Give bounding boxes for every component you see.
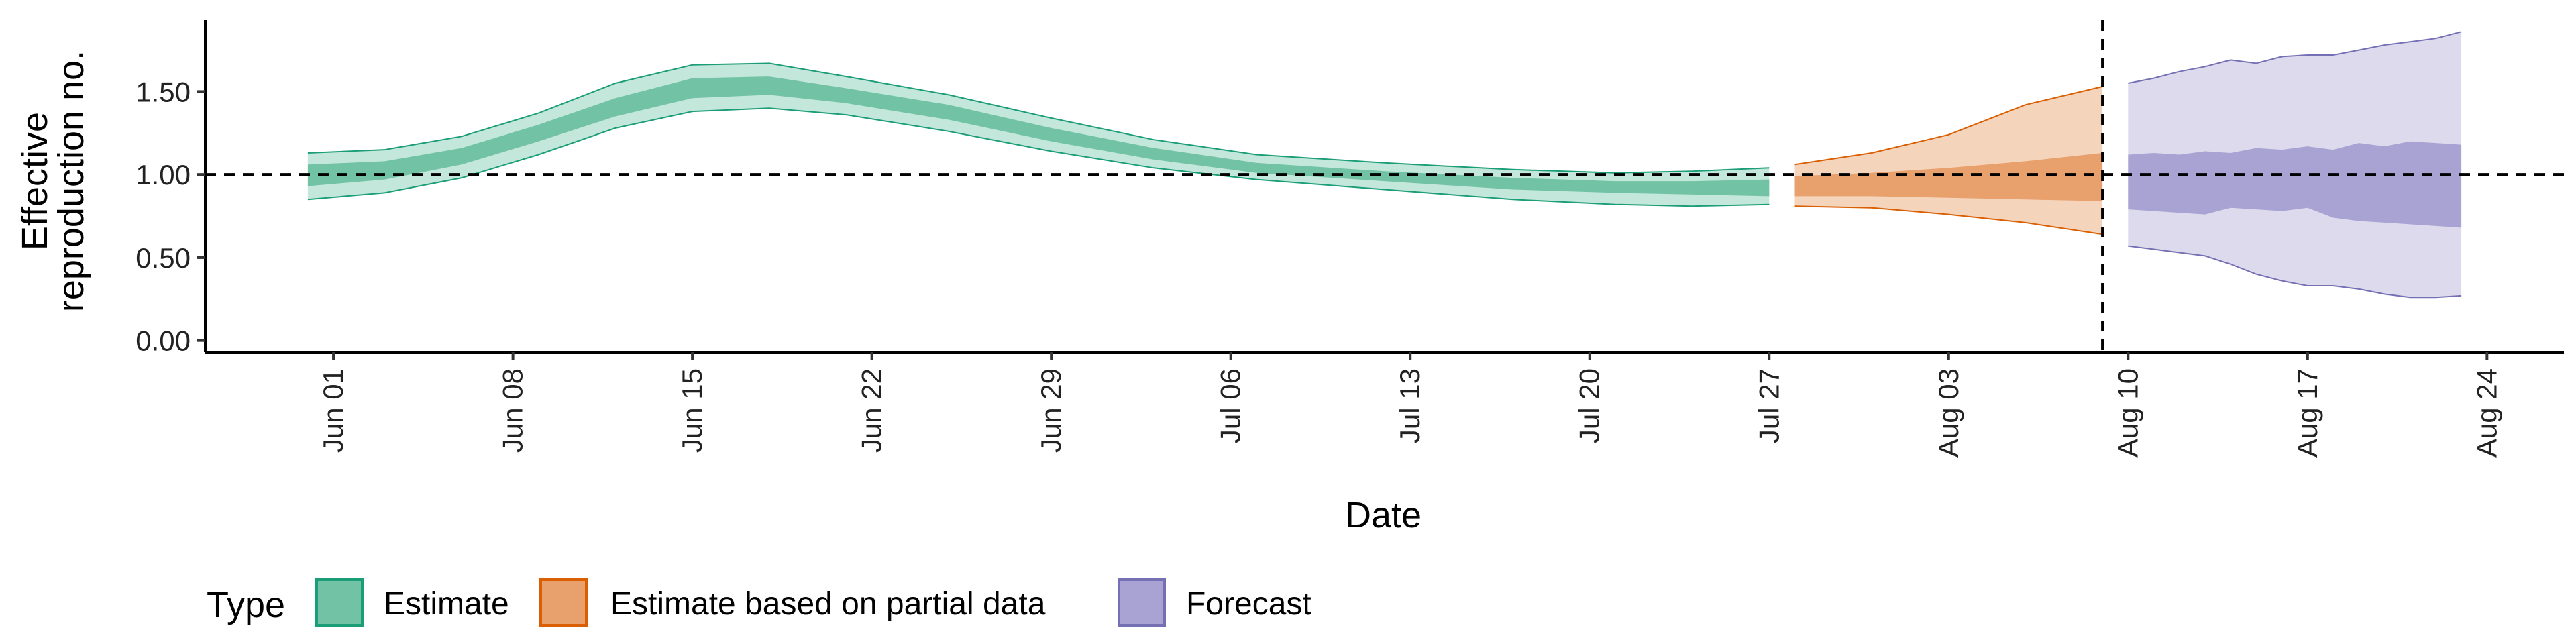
legend-key-forecast	[1118, 578, 1166, 627]
series-1-upper-edge	[1794, 86, 2103, 166]
legend-title: Type	[207, 585, 285, 625]
legend: Type Estimate Estimate based on partial …	[207, 578, 1311, 627]
axes	[197, 20, 2564, 360]
series-0-band-50	[307, 76, 1770, 197]
series-2-lower-edge	[2128, 245, 2462, 299]
y-axis-title-line-1: Effective	[15, 112, 55, 250]
x-tick-label: Jun 29	[1035, 368, 1067, 453]
x-tick-label: Jun 08	[497, 368, 529, 453]
x-tick-label: Jul 20	[1574, 368, 1605, 443]
legend-label-partial: Estimate based on partial data	[610, 586, 1046, 622]
y-tick-label: 1.50	[136, 76, 191, 107]
x-tick-label: Jun 15	[676, 368, 708, 453]
legend-key-partial	[539, 578, 588, 627]
legend-label-forecast: Forecast	[1186, 586, 1311, 622]
x-tick-label: Aug 03	[1933, 368, 1964, 458]
series-1-band-50	[1794, 153, 2103, 201]
series-2-band-50	[2128, 141, 2462, 228]
y-axis-title: Effective reproduction no.	[15, 50, 91, 312]
series-1-lower-edge	[1794, 205, 2103, 235]
y-tick-label: 0.00	[136, 325, 191, 357]
x-tick-label: Aug 17	[2292, 368, 2323, 458]
series-0-upper-edge	[307, 62, 1770, 174]
y-axis-title-line-2: reproduction no.	[51, 50, 91, 312]
series-2-upper-edge	[2128, 31, 2462, 84]
x-tick-label: Jul 06	[1215, 368, 1246, 443]
legend-key-estimate	[315, 578, 364, 627]
x-tick-label: Aug 24	[2471, 368, 2502, 458]
bands-layer	[307, 31, 2462, 299]
x-tick-label: Jul 27	[1753, 368, 1784, 443]
y-tick-label: 0.50	[136, 242, 191, 274]
x-tick-label: Aug 10	[2112, 368, 2143, 458]
x-tick-label: Jun 22	[856, 368, 888, 453]
tick-labels: 0.00 0.50 1.00 1.50 Jun 01 Jun 08 Jun 15 Jun 22…	[136, 76, 2502, 458]
x-tick-label: Jul 13	[1394, 368, 1426, 443]
x-axis-title: Date	[1345, 495, 1421, 535]
series-0-lower-edge	[307, 107, 1770, 207]
legend-label-estimate: Estimate	[384, 586, 509, 622]
y-tick-label: 1.00	[136, 159, 191, 191]
x-tick-label: Jun 01	[317, 368, 349, 453]
